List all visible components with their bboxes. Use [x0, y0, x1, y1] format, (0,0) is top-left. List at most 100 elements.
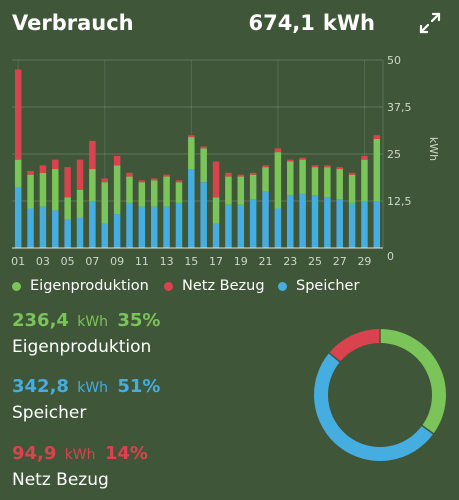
x-tick-label: 25	[308, 255, 322, 268]
bar-segment-eigenproduktion	[64, 197, 71, 220]
bar-segment-netz-bezug	[212, 161, 220, 198]
bar-segment-netz-bezug	[311, 165, 319, 168]
y-tick-label: 12,5	[387, 195, 412, 208]
stat-speicher: 342,8 kWh 51% Speicher	[12, 376, 160, 423]
bar-segment-netz-bezug	[138, 180, 146, 183]
bar-segment-netz-bezug	[76, 159, 84, 190]
x-tick-label: 09	[110, 255, 124, 268]
bar-segment-netz-bezug	[249, 172, 257, 175]
x-tick-label: 13	[160, 255, 174, 268]
bar-segment-speicher	[150, 206, 158, 248]
bar-segment-eigenproduktion	[274, 152, 282, 209]
header: Verbrauch 674,1 kWh	[12, 8, 447, 42]
bar-segment-speicher	[14, 187, 22, 248]
expand-icon	[419, 12, 441, 34]
chart-legend: Eigenproduktion Netz Bezug Speicher	[12, 278, 452, 298]
total-consumption: 674,1 kWh	[248, 11, 375, 35]
bar-segment-speicher	[287, 195, 294, 248]
bar-segment-speicher	[163, 206, 170, 248]
x-tick-label: 05	[61, 255, 75, 268]
stat-value: 342,8	[12, 376, 69, 397]
bar-segment-eigenproduktion	[287, 161, 294, 196]
legend-dot-eigenproduktion	[12, 281, 21, 291]
bar-segment-speicher	[89, 201, 96, 248]
bar-segment-eigenproduktion	[138, 182, 146, 207]
donut-slice-speicher	[314, 352, 434, 461]
donut-separator	[327, 351, 342, 364]
bar-segment-netz-bezug	[113, 155, 121, 166]
bar-segment-netz-bezug	[373, 135, 381, 139]
bar-segment-netz-bezug	[175, 180, 183, 183]
donut-separator	[420, 424, 435, 435]
bar-segment-eigenproduktion	[361, 159, 368, 201]
stat-unit: kWh	[77, 314, 109, 330]
bar-segment-netz-bezug	[274, 148, 282, 153]
bar-segment-eigenproduktion	[225, 176, 232, 205]
y-tick-label: 25	[387, 148, 401, 161]
bar-segment-eigenproduktion	[324, 167, 331, 198]
legend-item-speicher: Speicher	[278, 278, 359, 294]
bar-segment-speicher	[113, 214, 121, 248]
bar-segment-speicher	[348, 202, 356, 248]
y-tick-label: 37,5	[387, 101, 412, 114]
bar-segment-eigenproduktion	[52, 169, 59, 211]
bar-segment-speicher	[27, 208, 34, 248]
stat-percent: 51%	[117, 376, 161, 397]
bar-segment-netz-bezug	[299, 157, 306, 160]
bar-segment-eigenproduktion	[311, 167, 319, 196]
bar-segment-eigenproduktion	[249, 174, 257, 200]
legend-item-netz-bezug: Netz Bezug	[164, 278, 265, 294]
bar-segment-netz-bezug	[126, 172, 133, 177]
stat-value-line: 236,4 kWh 35%	[12, 310, 160, 331]
bar-segment-netz-bezug	[262, 165, 269, 168]
legend-label: Speicher	[296, 278, 360, 294]
bar-segment-eigenproduktion	[262, 167, 269, 192]
bar-segment-speicher	[361, 201, 368, 248]
bar-segment-eigenproduktion	[237, 176, 245, 205]
x-tick-label: 01	[11, 255, 25, 268]
page-title: Verbrauch	[12, 11, 134, 35]
bar-segment-eigenproduktion	[126, 176, 133, 203]
x-tick-label: 21	[259, 255, 273, 268]
bar-segment-speicher	[126, 202, 133, 248]
total-unit: kWh	[322, 11, 375, 35]
expand-button[interactable]	[417, 10, 443, 36]
bar-segment-speicher	[76, 217, 84, 248]
stat-value-line: 94,9 kWh 14%	[12, 443, 148, 464]
stat-value: 236,4	[12, 310, 69, 331]
bar-segment-eigenproduktion	[89, 169, 96, 201]
bar-segment-speicher	[299, 193, 306, 248]
bar-segment-speicher	[175, 202, 183, 248]
bar-segment-eigenproduktion	[175, 182, 183, 203]
stat-netz-bezug: 94,9 kWh 14% Netz Bezug	[12, 443, 148, 490]
stat-unit: kWh	[64, 447, 96, 463]
bar-segment-netz-bezug	[101, 178, 108, 183]
bar-segment-speicher	[39, 206, 47, 248]
bar-segment-netz-bezug	[150, 178, 158, 181]
x-tick-label: 17	[209, 255, 223, 268]
x-tick-label: 07	[85, 255, 99, 268]
bar-segment-speicher	[52, 210, 59, 248]
bar-segment-eigenproduktion	[76, 189, 84, 218]
stat-value: 94,9	[12, 443, 57, 464]
bar-segment-eigenproduktion	[188, 137, 195, 170]
bar-segment-netz-bezug	[348, 172, 356, 175]
legend-dot-speicher	[278, 281, 287, 291]
bar-segment-speicher	[336, 199, 343, 248]
bar-segment-eigenproduktion	[14, 159, 22, 188]
y-tick-label: 50	[387, 54, 401, 67]
x-tick-label: 15	[184, 255, 198, 268]
bar-segment-eigenproduktion	[101, 182, 108, 224]
stat-percent: 14%	[104, 443, 148, 464]
bar-segment-eigenproduktion	[27, 174, 34, 209]
bar-segment-eigenproduktion	[348, 174, 356, 203]
bar-segment-netz-bezug	[324, 165, 331, 168]
donut-slice-eigenproduktion	[379, 329, 446, 434]
bar-segment-netz-bezug	[14, 69, 22, 160]
stat-label: Speicher	[12, 403, 87, 423]
legend-label: Eigenproduktion	[30, 278, 149, 294]
bar-segment-speicher	[237, 204, 245, 248]
legend-item-eigenproduktion: Eigenproduktion	[12, 278, 149, 294]
bar-segment-eigenproduktion	[299, 159, 306, 194]
bar-segment-netz-bezug	[225, 172, 232, 177]
